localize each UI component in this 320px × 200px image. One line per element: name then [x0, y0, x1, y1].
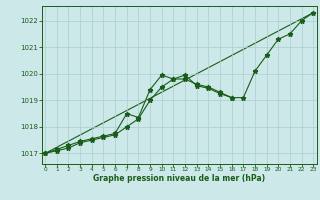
- X-axis label: Graphe pression niveau de la mer (hPa): Graphe pression niveau de la mer (hPa): [93, 174, 265, 183]
